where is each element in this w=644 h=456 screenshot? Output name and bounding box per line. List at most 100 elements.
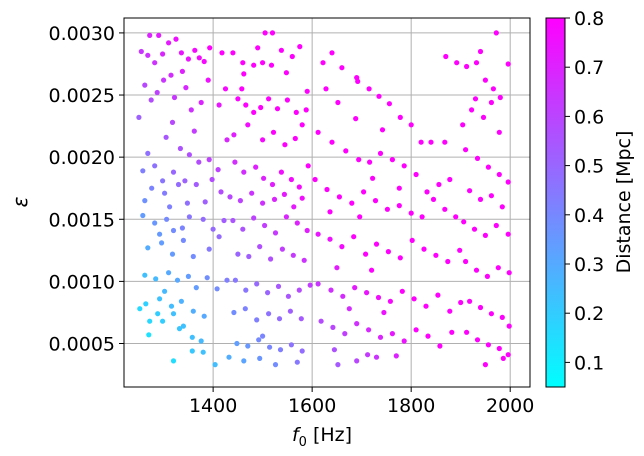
data-point: [226, 354, 232, 360]
data-point: [482, 232, 488, 238]
data-point: [182, 178, 188, 184]
data-point: [201, 58, 207, 65]
data-point: [307, 282, 313, 288]
data-point: [477, 48, 484, 55]
data-point: [315, 281, 321, 287]
data-point: [177, 145, 183, 152]
data-point: [488, 311, 494, 317]
data-point: [377, 334, 384, 340]
data-point: [148, 97, 154, 103]
grid: [124, 18, 530, 387]
data-point: [505, 179, 511, 185]
data-point: [277, 347, 284, 353]
data-point: [241, 169, 247, 175]
data-point: [346, 306, 352, 312]
data-point: [232, 277, 238, 283]
data-point: [464, 329, 470, 335]
data-point: [500, 355, 506, 361]
data-point: [293, 109, 299, 115]
data-point: [328, 287, 334, 293]
data-point: [370, 175, 376, 181]
data-point: [493, 222, 499, 229]
data-point: [265, 290, 271, 296]
data-point: [200, 349, 206, 355]
data-point: [484, 273, 490, 279]
data-point: [292, 135, 298, 142]
data-point: [473, 267, 480, 273]
data-point: [495, 265, 501, 271]
data-point: [206, 157, 212, 163]
data-point: [482, 362, 488, 368]
data-point: [206, 246, 212, 252]
data-point: [241, 358, 247, 364]
data-point: [237, 198, 243, 204]
data-point: [261, 175, 267, 181]
data-point: [153, 276, 159, 282]
data-point: [330, 324, 336, 330]
data-points: [136, 30, 512, 368]
data-point: [474, 155, 481, 161]
data-point: [285, 293, 291, 299]
data-point: [477, 304, 484, 311]
data-point: [266, 96, 272, 102]
data-point: [256, 337, 262, 343]
data-point: [365, 352, 371, 358]
data-point: [221, 217, 227, 224]
y-tick-label: 0.0025: [49, 85, 115, 107]
data-point: [356, 157, 362, 163]
data-point: [372, 198, 379, 204]
data-point: [156, 32, 162, 39]
data-point: [366, 327, 372, 333]
data-point: [210, 226, 216, 232]
data-point: [385, 249, 391, 255]
data-point: [331, 347, 337, 353]
data-point: [375, 294, 382, 301]
data-point: [224, 277, 230, 283]
data-point: [145, 150, 151, 156]
colorbar-tick-label: 0.3: [574, 254, 604, 276]
data-point: [180, 237, 186, 243]
colorbar: [545, 17, 566, 388]
data-point: [506, 323, 512, 329]
data-point: [253, 164, 259, 170]
data-point: [266, 311, 272, 317]
data-point: [336, 194, 342, 200]
data-point: [437, 343, 443, 349]
y-tick-label: 0.0020: [49, 147, 115, 169]
data-point: [458, 299, 464, 306]
data-point: [173, 36, 179, 42]
data-point: [287, 308, 293, 314]
data-point: [260, 200, 266, 206]
data-point: [389, 331, 395, 337]
data-point: [235, 251, 241, 257]
data-point: [424, 189, 430, 195]
data-point: [207, 45, 213, 51]
x-tick-label: 2000: [486, 395, 534, 417]
data-point: [381, 309, 387, 316]
data-point: [169, 251, 176, 257]
data-point: [397, 255, 403, 261]
data-point: [216, 234, 222, 240]
data-point: [262, 222, 268, 229]
data-point: [163, 134, 169, 140]
data-point: [408, 122, 414, 128]
data-point: [243, 102, 249, 108]
data-point: [269, 30, 276, 36]
data-point: [376, 93, 382, 99]
data-point: [202, 199, 208, 205]
data-point: [240, 226, 246, 232]
data-point: [281, 191, 287, 197]
data-point: [396, 203, 402, 209]
data-point: [166, 40, 172, 46]
data-point: [162, 190, 168, 196]
data-point: [299, 122, 305, 128]
data-point: [329, 50, 335, 56]
data-point: [301, 257, 307, 263]
data-point: [408, 210, 414, 216]
data-point: [239, 86, 245, 92]
data-point: [335, 362, 341, 368]
data-point: [272, 230, 279, 236]
data-point: [142, 82, 148, 88]
data-point: [443, 53, 449, 60]
